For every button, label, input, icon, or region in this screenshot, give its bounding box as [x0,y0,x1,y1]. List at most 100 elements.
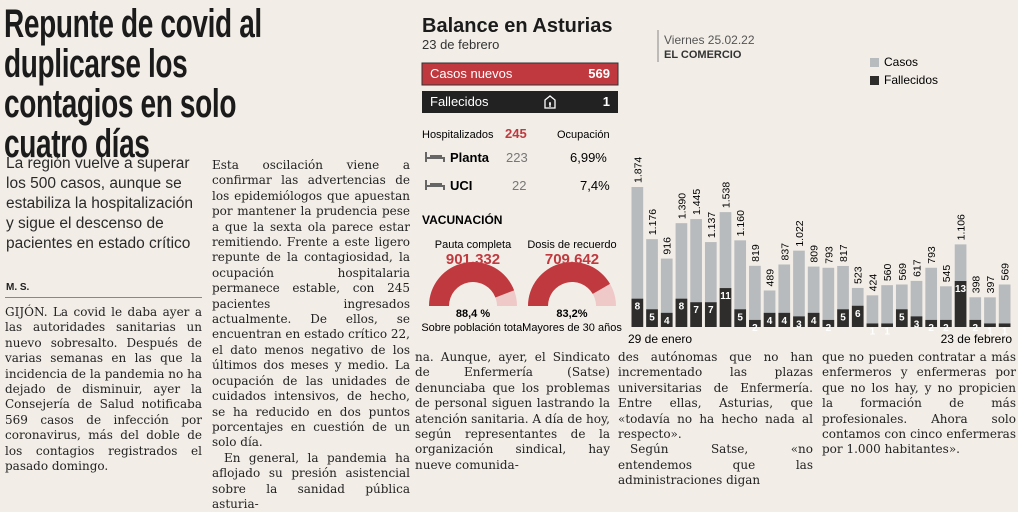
bar-casos [734,240,747,327]
casos-label: Casos nuevos [430,66,513,81]
bar-casos [881,285,893,327]
bar-fallecidos [675,298,688,327]
bar-fallecidos [807,312,820,327]
fallecidos-value: 1 [603,94,610,109]
fallecidos-label: 5 [737,312,743,323]
column: na. Aunque, ayer, el Sindicato de Enferm… [415,350,610,473]
fallecidos-label: 4 [767,316,773,327]
fallecidos-label: 2 [826,323,832,334]
fallecidos-label: 3 [914,319,920,330]
legend-swatch [870,76,879,85]
stamp-paper: EL COMERCIO [664,49,742,61]
bar-casos [940,286,952,327]
bar-fallecidos [778,312,791,327]
casos-label: 489 [765,269,777,287]
bar-casos [704,242,717,327]
bar-casos [778,264,791,327]
bar-casos [984,297,996,327]
fallecidos-label: 5 [899,312,905,323]
fallecidos-label: 4 [664,316,670,327]
bar-fallecidos [793,316,805,327]
bar-fallecidos [763,312,776,327]
bed-icon [425,180,445,190]
casos-label: 1.176 [647,209,659,235]
ocupacion-label: Ocupación [557,129,610,141]
legend-label: Casos [884,55,918,69]
casos-label: 1.445 [691,189,703,215]
pauta-total: 901.332 [446,251,500,268]
casos-label: 1.160 [735,210,747,236]
casos-box [421,62,619,86]
casos-label: 1.874 [632,157,644,183]
pauta-label: Pauta completa [435,239,512,251]
hosp-value: 245 [505,126,527,141]
casos-label: 793 [926,246,938,264]
bar-fallecidos [734,309,747,327]
bar-casos [822,267,835,327]
bar-casos [660,258,673,327]
casos-label: 819 [750,244,762,262]
fallecidos-label: 7 [708,305,714,316]
fallecidos-label: 7 [693,305,699,316]
fallecidos-label: 1 [987,326,993,337]
fallecidos-label: 2 [943,323,949,334]
pauta-pct: 88,4 % [456,308,490,320]
fallecidos-label: 4 [811,316,817,327]
bar-casos [969,297,982,327]
info-date: 23 de febrero [422,37,499,52]
planta-pct: 6,99% [570,150,607,165]
bar-casos [925,267,938,327]
planta-value: 223 [506,150,528,165]
paragraph: En general, la pandemia ha aflojado su p… [212,450,410,511]
fallecidos-label: 1 [884,326,890,337]
column: que no pueden contratar a más enfermeros… [822,350,1016,458]
fallecidos-label: 8 [635,302,641,313]
casos-label: 1.022 [794,220,806,246]
column: des autónomas que no han incrementado la… [618,350,813,489]
gauge-fill [429,261,515,306]
bar-fallecidos [984,323,996,327]
bar-fallecidos [910,316,923,327]
fallecidos-label: 11 [720,291,731,302]
bar-fallecidos [925,319,938,327]
casos-label: 569 [897,263,909,281]
bar-fallecidos [895,309,908,327]
bar-fallecidos [822,319,835,327]
bar-fallecidos [660,312,673,327]
bar-fallecidos [749,319,761,327]
bar-casos [807,266,820,327]
bar-fallecidos [851,305,864,327]
legend-label: Fallecidos [884,73,938,87]
fallecidos-label: 2 [752,323,758,334]
subhead: La región vuelve a superar los 500 casos… [6,155,193,252]
bed-icon [425,152,445,162]
fallecidos-label: 13 [955,284,967,295]
fallecidos-label: 5 [840,312,846,323]
fallecidos-box [422,91,618,113]
bar-fallecidos [940,319,952,327]
casos-label: 523 [853,266,865,284]
recuerdo-pct: 83,2% [556,308,587,320]
bar-fallecidos [690,302,702,327]
casos-label: 560 [882,263,894,281]
headline: Repunte de covid al duplicarse los conta… [4,2,262,166]
paragraph: Según Satse, «no entendemos que las admi… [618,442,813,488]
fallecidos-label: 6 [855,309,861,320]
casos-label: 545 [941,265,953,283]
bar-casos [646,239,658,327]
casos-label: 1.106 [956,214,968,240]
casos-label: 1.538 [721,182,733,208]
bar-fallecidos [631,298,644,327]
uci-value: 22 [512,178,526,193]
fallecidos-label: 1 [870,326,876,337]
bar-fallecidos [998,323,1011,327]
casos-label: 793 [823,246,835,264]
fallecidos-label: Fallecidos [430,94,489,109]
bar-casos [837,265,849,327]
page: {"headline": "Repunte de covid al duplic… [4,2,1016,511]
byline: M. S. [6,282,30,293]
recuerdo-note: Mayores de 30 años [522,322,622,334]
bar-fallecidos [866,323,879,327]
bar-fallecidos [719,288,732,327]
bar-fallecidos [704,302,717,327]
